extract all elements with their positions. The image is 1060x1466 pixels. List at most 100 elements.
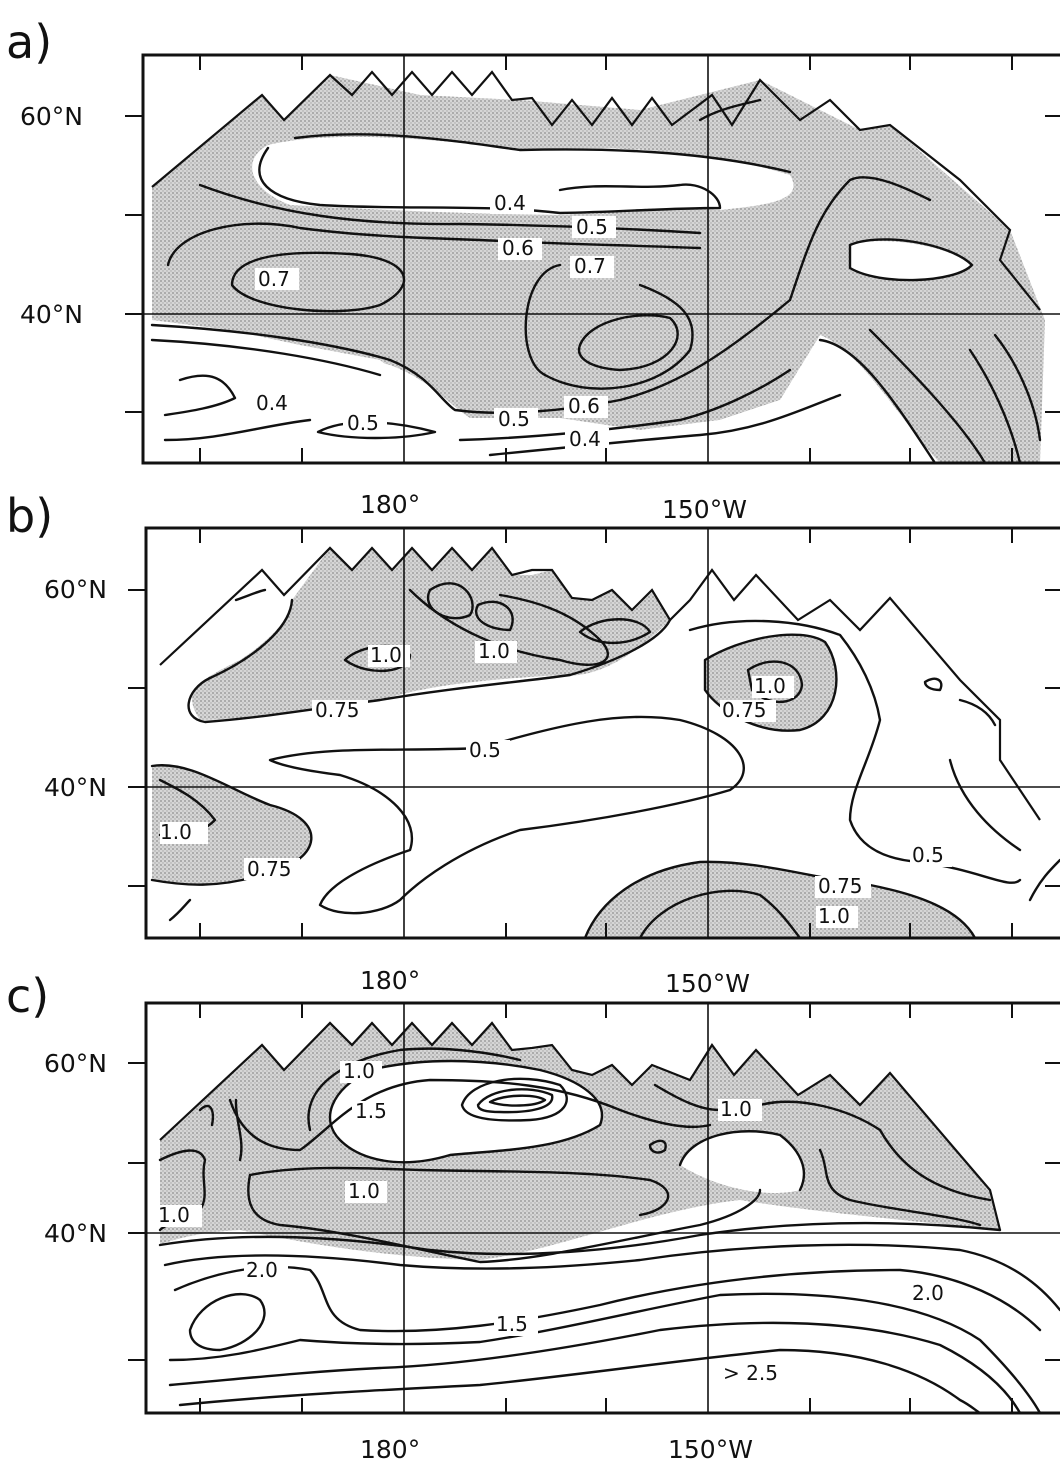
contour-line [958,698,997,727]
axis-ticks [125,55,1060,463]
contour-line [258,146,722,215]
contour-line [948,758,1022,852]
contour-label: 0.7 [258,267,290,291]
coastline [159,546,1041,821]
panel-frame [141,53,1060,465]
contour-line [230,251,406,313]
contour-label: 0.75 [315,698,360,722]
lon-label-180: 180° [360,490,420,519]
contour-line [818,338,937,463]
coastline [151,70,1041,311]
map-field: 1.0 1.5 1.0 1.0 1.0 2.0 1.5 2.0 > 2.5 [156,1021,1060,1413]
contour-line [168,1321,1022,1413]
contour-line [458,368,792,442]
contour-line [848,238,974,282]
contour-label: 2.0 [246,1258,278,1282]
contour-line [163,1243,1060,1312]
contour-label: 0.7 [574,254,606,278]
contour-line [577,314,679,372]
lat-label-40n: 40°N [20,300,83,329]
contour-label: 0.5 [469,738,501,762]
map-field: 0.4 0.5 0.6 0.7 0.7 0.6 0.5 0.4 0.4 0.5 [150,70,1045,463]
contour-line [168,898,192,922]
unshaded-region [252,136,794,215]
contour-label: 0.6 [502,236,534,260]
contour-line [524,263,694,390]
shaded-region [192,548,670,720]
panel-label: a) [6,15,52,69]
contour-label: 0.75 [247,857,292,881]
contour-line [583,860,977,938]
contour-line [638,889,802,938]
contour-label: 1.0 [754,674,786,698]
contour-line [150,764,313,886]
contour-line [923,677,943,692]
contour-line [460,1077,568,1122]
contour-label: 1.0 [158,1203,190,1227]
lat-label-60n: 60°N [44,1049,107,1078]
contour-line [968,348,1022,463]
contour-label: 0.75 [818,874,863,898]
contour-line [234,588,267,602]
contour-label: 1.0 [343,1059,375,1083]
contour-label: 1.0 [160,820,192,844]
contour-label: 0.4 [569,427,601,451]
shaded-region [152,765,312,885]
contour-label: 1.0 [478,639,510,663]
contour-line [228,1078,712,1152]
contour-line [993,333,1042,442]
contour-labels: 1.0 1.5 1.0 1.0 1.0 2.0 1.5 2.0 > 2.5 [156,1059,954,1385]
contour-line [307,1047,522,1132]
lat-label-40n: 40°N [44,773,107,802]
contour-line [578,618,652,645]
panel-b: b) [6,489,1060,998]
contour-line [758,1100,992,1202]
map-field: 1.0 1.0 0.75 0.5 1.0 0.75 1.0 0.75 0.5 0… [150,546,1060,938]
contour-label: 0.5 [912,843,944,867]
annotation-threshold: > 2.5 [723,1361,778,1385]
contour-labels: 0.4 0.5 0.6 0.7 0.7 0.6 0.5 0.4 0.4 0.5 [252,191,616,451]
contour-line [173,1265,1042,1333]
panel-label: b) [6,489,53,543]
contour-line [408,588,609,666]
contour-line [653,1083,722,1112]
contour-label: 0.6 [568,394,600,418]
lon-label-180: 180° [360,966,420,995]
contour-label: 0.75 [722,698,767,722]
contour-line [178,1348,982,1413]
panel-a: a) [6,15,1060,524]
contour-line [150,338,382,377]
contour-label: 0.5 [347,411,379,435]
shaded-region [585,861,975,938]
contour-line [188,1292,266,1352]
contour-label: 1.5 [496,1312,528,1336]
contour-line [475,600,514,632]
contour-line [868,328,987,463]
lat-label-60n: 60°N [44,575,107,604]
panel-frame [144,526,1060,940]
contour-line [198,1104,214,1127]
contour-line [698,98,762,122]
contour-line [248,1166,670,1217]
axis-ticks [128,1003,1060,1413]
contour-line [150,298,792,414]
contour-line [1028,858,1060,902]
panel-label: c) [6,969,49,1023]
contour-line [788,176,932,302]
contour-line [163,374,237,417]
contour-line [187,598,672,724]
contour-line [476,1088,554,1114]
unshaded-region [680,1131,804,1193]
lat-label-40n: 40°N [44,1219,107,1248]
contour-label: 2.0 [912,1281,944,1305]
contour-line [488,393,842,457]
axis-ticks [128,528,1060,938]
contour-label: 1.0 [370,643,402,667]
lat-label-60n: 60°N [20,102,83,131]
contour-line [163,418,312,442]
lon-label-150w: 150°W [668,1435,753,1464]
panel-c: c) [6,969,1060,1464]
contour-line [818,1148,982,1227]
contour-line [293,133,792,174]
